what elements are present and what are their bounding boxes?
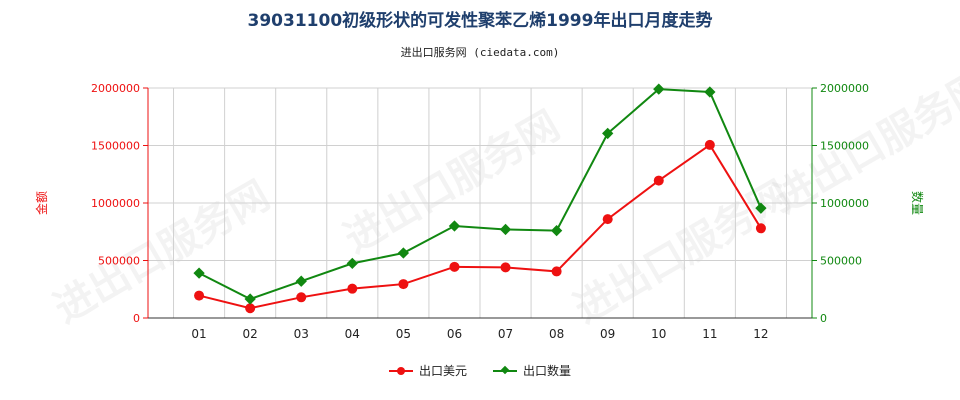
data-point-usd — [653, 175, 664, 186]
legend-item-qty[interactable]: 出口数量 — [493, 362, 571, 379]
data-point-qty — [244, 293, 256, 305]
data-point-usd — [602, 214, 613, 225]
data-point-qty — [193, 267, 205, 279]
y-right-tick-label: 1000000 — [820, 197, 869, 210]
data-point-qty — [346, 257, 358, 270]
y-left-axis-title: 金额 — [34, 191, 49, 215]
data-point-qty — [499, 223, 512, 236]
y-left-tick-label: 1500000 — [91, 140, 140, 153]
legend-label-usd: 出口美元 — [418, 364, 467, 378]
legend-swatch-qty — [493, 365, 517, 376]
data-point-usd — [347, 283, 358, 294]
data-point-usd — [500, 262, 511, 273]
data-point-usd — [194, 290, 205, 301]
data-point-qty — [397, 247, 410, 259]
legend-label-qty: 出口数量 — [523, 364, 572, 378]
chart-title: 39031100初级形状的可发性聚苯乙烯1999年出口月度走势 — [247, 11, 713, 31]
data-point-usd — [245, 303, 256, 314]
x-tick-label: 03 — [294, 327, 309, 341]
data-point-usd — [755, 223, 766, 234]
y-right-tick-label: 1500000 — [820, 140, 869, 153]
legend-item-usd[interactable]: 出口美元 — [388, 362, 467, 379]
data-point-usd — [296, 292, 307, 303]
y-left-tick-label: 500000 — [98, 255, 140, 268]
x-tick-label: 05 — [396, 327, 411, 341]
data-point-qty — [295, 275, 307, 287]
x-tick-label: 09 — [600, 327, 615, 341]
x-tick-label: 12 — [753, 327, 768, 341]
legend: 出口美元 出口数量 — [0, 362, 960, 379]
chart-subtitle: 进出口服务网 (ciedata.com) — [400, 46, 560, 59]
data-point-qty — [550, 224, 563, 237]
legend-swatch-usd — [388, 366, 413, 376]
data-point-usd — [449, 261, 460, 272]
y-left-tick-label: 2000000 — [91, 82, 140, 95]
y-left-tick-label: 0 — [133, 312, 140, 325]
data-point-usd — [551, 266, 562, 277]
x-tick-label: 10 — [651, 327, 666, 341]
x-tick-label: 01 — [191, 327, 206, 341]
y-right-tick-label: 500000 — [820, 255, 862, 268]
y-left-tick-label: 1000000 — [91, 197, 140, 210]
data-point-qty — [448, 220, 461, 232]
x-tick-label: 06 — [447, 327, 462, 341]
data-point-usd — [398, 279, 409, 290]
series-line-qty — [198, 88, 762, 301]
x-tick-label: 08 — [549, 327, 564, 341]
x-tick-label: 11 — [702, 327, 717, 341]
x-tick-label: 04 — [345, 327, 360, 341]
data-point-qty — [755, 202, 767, 214]
y-right-tick-label: 2000000 — [820, 82, 869, 95]
x-tick-label: 02 — [243, 327, 258, 341]
data-point-qty — [602, 127, 614, 140]
x-tick-label: 07 — [498, 327, 513, 341]
data-point-usd — [704, 139, 715, 150]
y-right-axis-title: 数量 — [910, 191, 925, 215]
series-line-usd — [198, 143, 762, 310]
y-right-tick-label: 0 — [820, 312, 827, 325]
